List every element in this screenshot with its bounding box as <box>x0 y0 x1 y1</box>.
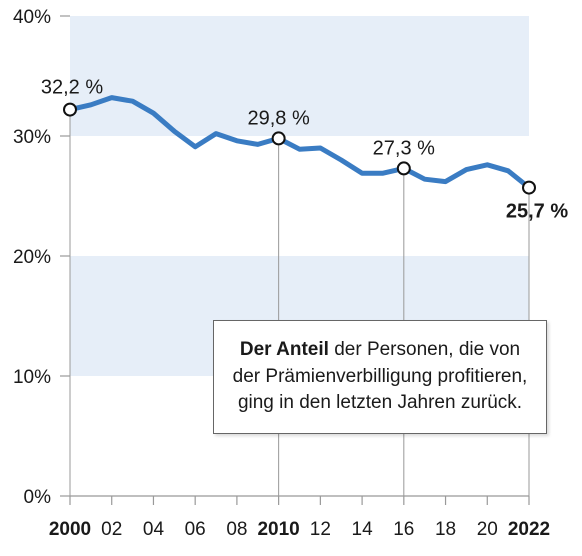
highlight-marker <box>271 131 286 146</box>
x-tick-label: 06 <box>185 519 206 540</box>
x-tick-label: 08 <box>226 519 247 540</box>
x-tick-label: 2022 <box>508 519 550 540</box>
x-tick-label: 14 <box>352 519 374 540</box>
x-tick-label: 20 <box>477 519 498 540</box>
x-tick-label: 04 <box>143 519 165 540</box>
x-tick-label: 18 <box>435 519 456 540</box>
data-label: 29,8 % <box>248 107 310 129</box>
highlight-marker <box>522 180 536 195</box>
y-tick-label: 20% <box>13 247 51 268</box>
annotation-bold-text: Der Anteil <box>239 339 329 361</box>
data-label: 27,3 % <box>373 137 435 159</box>
x-tick-label: 2000 <box>49 519 91 540</box>
highlight-marker <box>396 161 411 176</box>
x-tick-label: 12 <box>310 519 331 540</box>
annotation-text: Der Anteil der Personen, die von der Prä… <box>224 337 536 417</box>
x-tick-label: 02 <box>101 519 122 540</box>
y-tick-label: 0% <box>24 487 52 508</box>
annotation-box: Der Anteil der Personen, die von der Prä… <box>213 320 547 434</box>
data-label: 25,7 % <box>506 201 568 223</box>
annotation-body-text: der Personen, die von der Prämienverbill… <box>232 339 528 414</box>
y-tick-label: 10% <box>13 367 51 388</box>
y-tick-label: 40% <box>13 7 51 28</box>
highlight-marker <box>63 102 77 117</box>
data-label: 32,2 % <box>41 77 103 99</box>
x-tick-label: 2010 <box>257 519 299 540</box>
y-tick-label: 30% <box>13 127 51 148</box>
band-1 <box>70 16 529 136</box>
series-line <box>67 95 532 191</box>
x-tick-label: 16 <box>393 519 414 540</box>
